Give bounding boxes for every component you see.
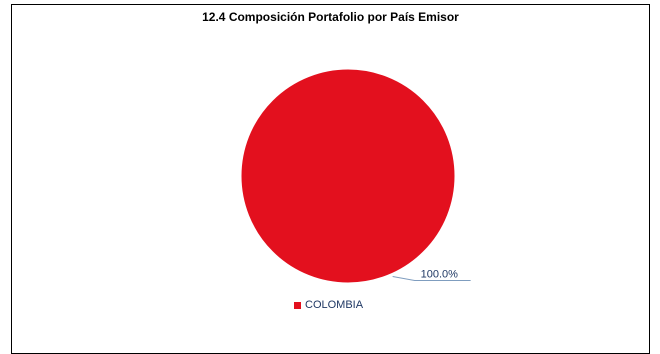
data-label: 100.0% (421, 269, 459, 281)
chart-title: 12.4 Composición Portafolio por País Emi… (202, 10, 459, 24)
legend-label-colombia: COLOMBIA (305, 299, 364, 311)
leader-line (392, 276, 471, 282)
legend-swatch-colombia (294, 301, 301, 309)
chart-legend: COLOMBIA (294, 299, 363, 311)
pie-slice-colombia (240, 68, 456, 284)
